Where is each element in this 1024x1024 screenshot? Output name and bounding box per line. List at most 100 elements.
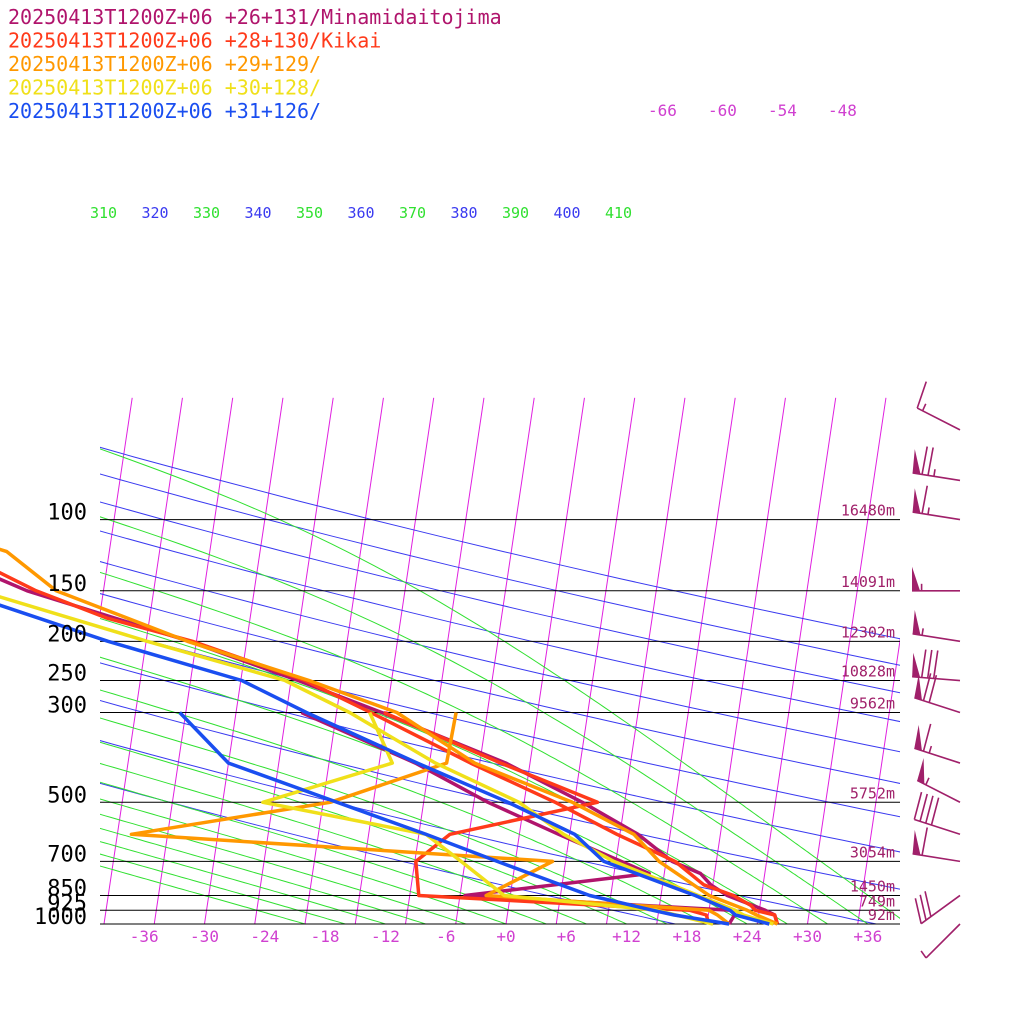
barb-feather xyxy=(927,447,934,476)
moist-adiabat-line xyxy=(100,853,346,924)
barb-shaft xyxy=(912,633,961,643)
barb-pennant xyxy=(914,674,922,701)
wind-barb xyxy=(914,891,961,925)
wind-barbs xyxy=(912,381,961,959)
isotherm-line xyxy=(656,397,736,924)
sounding-series xyxy=(0,603,770,926)
temperature-tick-label: -18 xyxy=(311,927,340,946)
theta-label: 380 xyxy=(451,204,478,222)
pressure-tick-label: 300 xyxy=(47,694,87,719)
height-label: 9562m xyxy=(850,695,895,713)
legend-entry: 20250413T1200Z+06 +31+126/ xyxy=(8,99,321,123)
barb-half-feather xyxy=(921,628,924,636)
dry-adiabat-line xyxy=(100,700,900,890)
theta-label: 320 xyxy=(142,204,169,222)
temperature-tick-label: +24 xyxy=(733,927,762,946)
barb-pennant xyxy=(917,757,925,785)
theta-labels: 310 320 330 340 350 360 370 380 390 400 410 xyxy=(90,204,632,222)
temperature-tick-label: +36 xyxy=(853,927,882,946)
moist-adiabat-line xyxy=(100,865,306,924)
theta-label: 390 xyxy=(502,204,529,222)
isotherm-line xyxy=(857,637,900,924)
wind-barb xyxy=(912,827,961,863)
theta-label: 370 xyxy=(399,204,426,222)
height-label: 1450m xyxy=(850,877,895,895)
pressure-tick-label: 250 xyxy=(47,662,87,687)
dry-adiabat-line xyxy=(100,501,900,694)
isotherm-line xyxy=(505,397,585,924)
pressure-tick-label: 700 xyxy=(47,842,87,867)
temperature-tick-label: -6 xyxy=(436,927,455,946)
temperature-line xyxy=(0,577,780,925)
height-label: 14091m xyxy=(841,573,895,591)
barb-pennant xyxy=(912,830,921,856)
isotherm-line xyxy=(807,397,887,924)
theta-label: 350 xyxy=(296,204,323,222)
temperature-tick-label: -12 xyxy=(371,927,400,946)
height-label: 749m xyxy=(859,892,895,910)
dewpoint-line xyxy=(178,711,730,926)
barb-half-feather xyxy=(927,507,930,515)
dry-adiabat-line xyxy=(100,593,900,784)
barb-feather xyxy=(921,485,929,514)
barb-shaft xyxy=(916,779,961,803)
moist-adiabat-label: -66 xyxy=(648,101,677,120)
pressure-tick-label: 925 xyxy=(47,891,87,916)
temperature-tick-label: -24 xyxy=(250,927,279,946)
legend-entry: 20250413T1200Z+06 +30+128/ xyxy=(8,76,321,100)
theta-label: 330 xyxy=(193,204,220,222)
moist-adiabat-line xyxy=(100,741,627,924)
isotherm-line xyxy=(0,398,32,924)
barb-feather xyxy=(930,797,940,826)
barb-shaft xyxy=(925,923,961,959)
barb-feather xyxy=(921,827,929,856)
temperature-line xyxy=(0,603,770,926)
wind-barb xyxy=(914,723,961,764)
moist-adiabat-line xyxy=(100,516,869,924)
sounding-series xyxy=(0,570,780,925)
theta-label: 400 xyxy=(554,204,581,222)
dry-adiabat-line xyxy=(100,530,900,723)
barb-feather xyxy=(913,791,923,820)
isotherm-line xyxy=(405,397,485,924)
temperature-tick-label: +18 xyxy=(672,927,701,946)
barb-feather xyxy=(920,649,927,678)
sounding-series xyxy=(0,547,779,926)
barb-pennant xyxy=(912,449,921,475)
isotherm-line xyxy=(908,398,986,924)
height-label: 10828m xyxy=(841,663,895,681)
temperature-tick-label: +0 xyxy=(496,927,515,946)
barb-feather xyxy=(922,673,932,701)
height-label: 5752m xyxy=(850,784,895,802)
moist-adiabat-lines xyxy=(100,448,900,924)
temperature-tick-label: +6 xyxy=(557,927,576,946)
isotherm-line xyxy=(103,397,183,924)
pressure-tick-label: 850 xyxy=(47,876,87,901)
barb-feather xyxy=(919,793,929,822)
barb-feather xyxy=(919,894,927,921)
theta-label: 410 xyxy=(605,204,632,222)
wind-barb xyxy=(912,649,961,682)
height-label: 12302m xyxy=(841,623,895,641)
barb-feather xyxy=(926,649,933,679)
barb-shaft xyxy=(914,696,961,714)
wind-barb xyxy=(914,673,961,714)
barb-feather xyxy=(922,723,932,752)
temperature-tick-label: +30 xyxy=(793,927,822,946)
moist-adiabat-label: -60 xyxy=(708,101,737,120)
height-labels: 16480m 14091m 12302m 10828m 9562m 5752m 3054m 1… xyxy=(841,502,895,924)
isotherm-line xyxy=(455,397,535,924)
barb-feather xyxy=(921,446,929,475)
barb-half-feather xyxy=(925,777,930,786)
wind-barb xyxy=(916,757,961,803)
isotherm-line xyxy=(756,397,837,924)
wind-barb xyxy=(916,381,961,431)
legend-entry: 20250413T1200Z+06 +29+129/ xyxy=(8,52,321,76)
dry-adiabat-line xyxy=(100,782,676,924)
temperature-tick-labels: -36 -30 -24 -18 -12 -6 +0 +6 +12 +18 +24 +30 +36 xyxy=(130,927,883,946)
barb-half-feather xyxy=(921,403,927,412)
pressure-tick-label: 200 xyxy=(47,622,87,647)
barb-pennant xyxy=(914,724,922,751)
